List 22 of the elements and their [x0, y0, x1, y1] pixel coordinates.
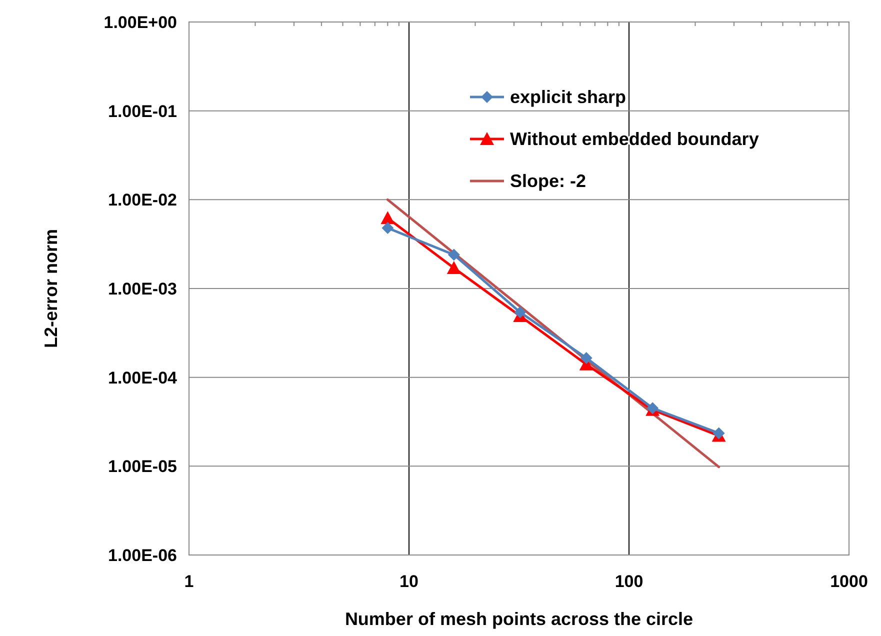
point	[446, 261, 461, 274]
y-tick-label: 1.00E-02	[108, 190, 177, 210]
point	[514, 306, 526, 318]
y-tick-label: 1.00E-01	[108, 102, 177, 121]
y-tick-label: 1.00E-04	[108, 368, 178, 388]
y-axis-title: L2-error norm	[41, 228, 61, 348]
point	[382, 222, 394, 234]
point	[712, 427, 725, 440]
x-axis-title: Number of mesh points across the circle	[344, 609, 694, 629]
y-tick-label: 1.00E+00	[104, 13, 177, 32]
y-tick-label: 1.00E-03	[108, 280, 177, 298]
y-tick-label: 1.00E-06	[108, 546, 177, 565]
x-tick-label: 100	[614, 572, 644, 591]
y-tick-label: 1.00E-05	[108, 457, 177, 476]
x-tick-label: 1	[184, 572, 194, 591]
x-tick-label: 10	[400, 572, 418, 591]
point	[380, 211, 395, 224]
legend-label: Slope: -2	[510, 171, 586, 191]
point	[448, 248, 460, 261]
x-tick-label: 1000	[830, 572, 868, 591]
legend-label: explicit sharp	[510, 87, 626, 107]
point	[580, 352, 592, 364]
